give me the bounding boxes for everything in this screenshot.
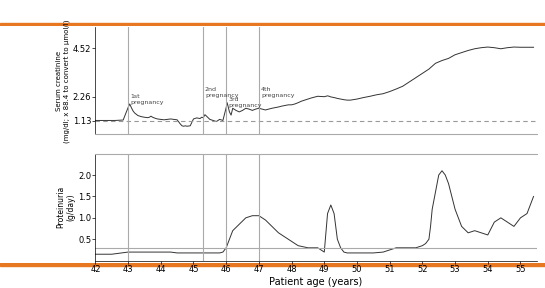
Text: Medscape®: Medscape® (11, 7, 84, 17)
Text: Source: Nat Clin Pract Nephrol © 2008 Nature Publishing Group: Source: Nat Clin Pract Nephrol © 2008 Na… (138, 274, 407, 283)
Bar (0, 263, 545, 266)
Text: 2nd
pregnancy: 2nd pregnancy (205, 87, 238, 98)
Text: 4th
pregnancy: 4th pregnancy (261, 87, 295, 98)
Bar (0, 23, 545, 26)
Y-axis label: Proteinuria
(g/day): Proteinuria (g/day) (56, 186, 75, 228)
Y-axis label: Serum creatinine
(mg/dl; x 88.4 to convert to μmol/l): Serum creatinine (mg/dl; x 88.4 to conve… (57, 19, 70, 143)
X-axis label: Patient age (years): Patient age (years) (269, 276, 363, 287)
Text: 1st
pregnancy: 1st pregnancy (130, 94, 164, 105)
Text: www.medscape.com: www.medscape.com (150, 7, 264, 17)
Text: 3rd
pregnancy: 3rd pregnancy (228, 97, 262, 108)
